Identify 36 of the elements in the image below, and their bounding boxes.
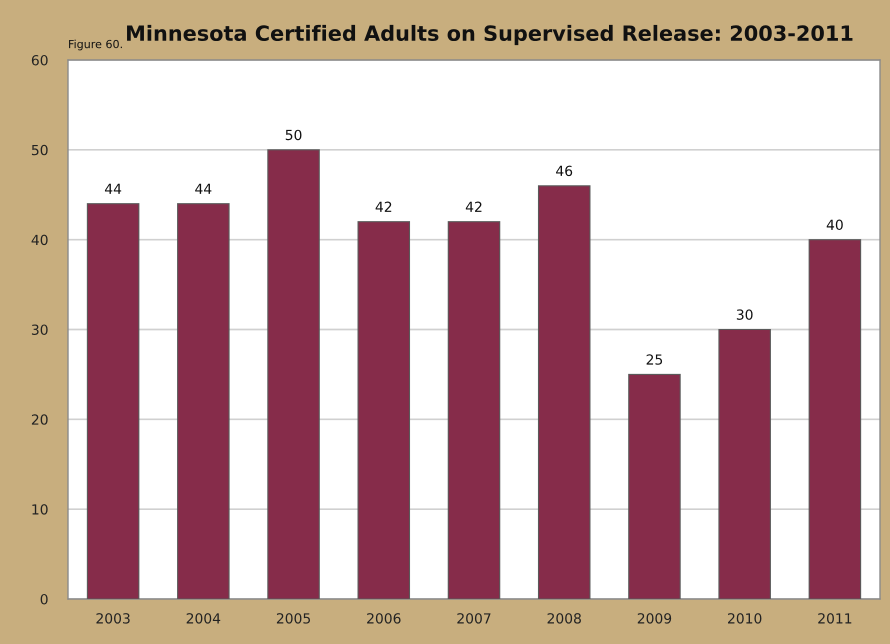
caption: Figure 60. [69, 40, 122, 50]
chart-title: Minnesota Certified Adults on Supervised Release: 2003-2011 [127, 24, 852, 46]
x-tick-label: 2008 [548, 613, 581, 624]
data-label: 44 [195, 184, 212, 194]
data-label: 40 [826, 220, 843, 230]
bar [358, 221, 410, 599]
data-label: 50 [286, 130, 302, 140]
bar [628, 374, 681, 599]
bar [718, 328, 771, 599]
bar [267, 149, 320, 599]
y-tick-label: 20 [32, 414, 48, 425]
bar [808, 239, 862, 599]
x-tick-label: 2004 [186, 613, 220, 624]
y-tick-label: 40 [32, 234, 48, 246]
x-tick-label: 2010 [728, 613, 762, 624]
data-label: 42 [376, 202, 392, 212]
x-tick-label: 2011 [818, 613, 852, 624]
data-label: 30 [736, 309, 753, 320]
data-label: 25 [646, 354, 662, 365]
x-tick-label: 2006 [367, 613, 401, 624]
data-label: 44 [104, 184, 122, 194]
x-tick-label: 2007 [457, 613, 490, 624]
bar [86, 203, 140, 599]
x-tick-label: 2005 [276, 613, 310, 624]
data-label: 46 [556, 166, 572, 176]
bar [538, 185, 590, 599]
y-tick-label: 50 [32, 144, 48, 156]
x-tick-label: 2009 [638, 613, 672, 624]
y-tick-label: 60 [32, 54, 48, 66]
bar [177, 203, 230, 599]
y-tick-label: 30 [32, 324, 48, 335]
y-tick-label: 0 [40, 594, 48, 604]
data-label: 42 [466, 202, 482, 212]
bar [448, 221, 500, 599]
x-tick-label: 2003 [96, 613, 130, 624]
y-tick-label: 10 [32, 504, 48, 515]
